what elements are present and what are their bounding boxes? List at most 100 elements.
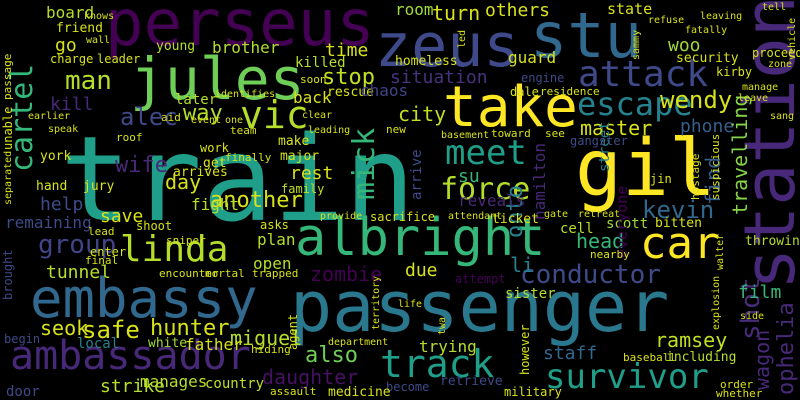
- word-seok: seok: [40, 316, 89, 340]
- word-soon: soon: [300, 73, 327, 86]
- word-kill: kill: [50, 94, 94, 115]
- word-basement: basement: [441, 130, 490, 141]
- word-master: master: [580, 116, 653, 140]
- word-tell: tell: [762, 2, 787, 13]
- word-kirby: kirby: [716, 65, 753, 79]
- word-one: one: [225, 115, 244, 126]
- word-due: due: [405, 260, 438, 281]
- word-lead: lead: [88, 225, 115, 238]
- word-final: final: [85, 254, 119, 267]
- word-engine: engine: [521, 71, 565, 85]
- word-including: including: [666, 350, 737, 365]
- word-take: take: [443, 75, 578, 140]
- word-arrives: arrives: [173, 165, 228, 180]
- word-strike: strike: [100, 376, 166, 397]
- word-separated: separated: [3, 150, 14, 205]
- word-phone: phone: [680, 116, 735, 137]
- word-explosion: explosion: [711, 275, 722, 330]
- word-retreat: retreat: [578, 209, 621, 220]
- word-passage: passage: [1, 53, 14, 100]
- word-led: led: [457, 29, 468, 48]
- word-get: get: [203, 156, 227, 171]
- word-gil: gil: [575, 124, 716, 214]
- word-bitten: bitten: [655, 216, 702, 231]
- word-mick: mick: [347, 127, 382, 200]
- word-gate: gate: [544, 209, 569, 220]
- word-sang: sang: [770, 111, 795, 122]
- word-day: day: [165, 170, 202, 194]
- word-state: state: [607, 0, 653, 18]
- word-leaving: leaving: [700, 11, 743, 22]
- word-another: another: [210, 188, 303, 213]
- word-roof: roof: [116, 131, 143, 144]
- word-aid: aid: [161, 111, 181, 124]
- word-sniper: sniper: [166, 234, 206, 247]
- word-passenger: passenger: [290, 266, 670, 348]
- word-kevin: kevin: [642, 196, 715, 224]
- word-head: head: [576, 229, 625, 253]
- word-room: room: [395, 0, 434, 19]
- word-guard: guard: [508, 48, 557, 67]
- word-rest: rest: [290, 163, 334, 184]
- word-situation: situation: [390, 67, 488, 88]
- word-back: back: [293, 88, 332, 107]
- word-toward: toward: [491, 127, 531, 140]
- word-leading: leading: [308, 125, 351, 136]
- word-suspicious: suspicious: [709, 133, 722, 200]
- word-life: life: [398, 299, 423, 310]
- word-safe: safe: [82, 316, 140, 344]
- word-whether: whether: [716, 387, 763, 400]
- word-sacrifice: sacrifice: [370, 210, 436, 224]
- word-event: event: [191, 115, 222, 126]
- word-later: later: [175, 92, 218, 108]
- word-manage: manage: [742, 82, 779, 93]
- word-su: su: [458, 166, 480, 187]
- word-vic: vic: [240, 93, 309, 137]
- word-tunnel: tunnel: [46, 262, 112, 283]
- word-make: make: [278, 134, 310, 149]
- word-cell: cell: [560, 221, 594, 237]
- word-retrieve: retrieve: [440, 374, 503, 389]
- word-medicine: medicine: [328, 385, 391, 400]
- word-door: door: [6, 384, 40, 400]
- word-baseball: baseball: [623, 351, 676, 364]
- word-territory: territory: [371, 275, 382, 330]
- word-local: local: [77, 336, 120, 352]
- word-man: man: [65, 66, 112, 96]
- word-save: save: [100, 206, 144, 227]
- word-refuse: refuse: [648, 15, 685, 26]
- word-scott: scott: [606, 216, 649, 232]
- word-remaining: remaining: [5, 213, 92, 232]
- word-city: city: [398, 102, 447, 126]
- word-ambassador: ambassador: [10, 333, 251, 379]
- word-mortal: mortal: [205, 267, 245, 280]
- word-ramsey: ramsey: [655, 328, 728, 352]
- word-stop: stop: [322, 65, 375, 90]
- word-hand: hand: [36, 179, 68, 194]
- word-department: department: [328, 337, 389, 348]
- word-zombie: zombie: [310, 262, 383, 286]
- word-knows: knows: [84, 11, 115, 22]
- word-father: father: [185, 335, 243, 354]
- word-charge: charge: [50, 52, 94, 66]
- word-board: board: [46, 3, 95, 22]
- word-dale: dale: [510, 85, 539, 99]
- word-york: york: [40, 149, 72, 164]
- word-film: film: [738, 282, 782, 303]
- word-also: also: [305, 343, 358, 368]
- word-travelling: travelling: [728, 94, 752, 215]
- word-nearby: nearby: [590, 248, 630, 261]
- word-new: new: [386, 123, 406, 136]
- word-assault: assault: [270, 385, 317, 398]
- word-major: major: [280, 149, 320, 164]
- word-embassy: embassy: [30, 267, 258, 330]
- word-car: car: [640, 218, 720, 269]
- word-however: however: [518, 324, 532, 375]
- word-alec: alec: [120, 103, 178, 131]
- word-clear: clear: [302, 110, 333, 121]
- word-open: open: [253, 254, 292, 273]
- word-order: order: [720, 378, 754, 391]
- word-military: military: [504, 385, 562, 399]
- word-others: others: [485, 0, 551, 21]
- word-staff: staff: [543, 343, 598, 364]
